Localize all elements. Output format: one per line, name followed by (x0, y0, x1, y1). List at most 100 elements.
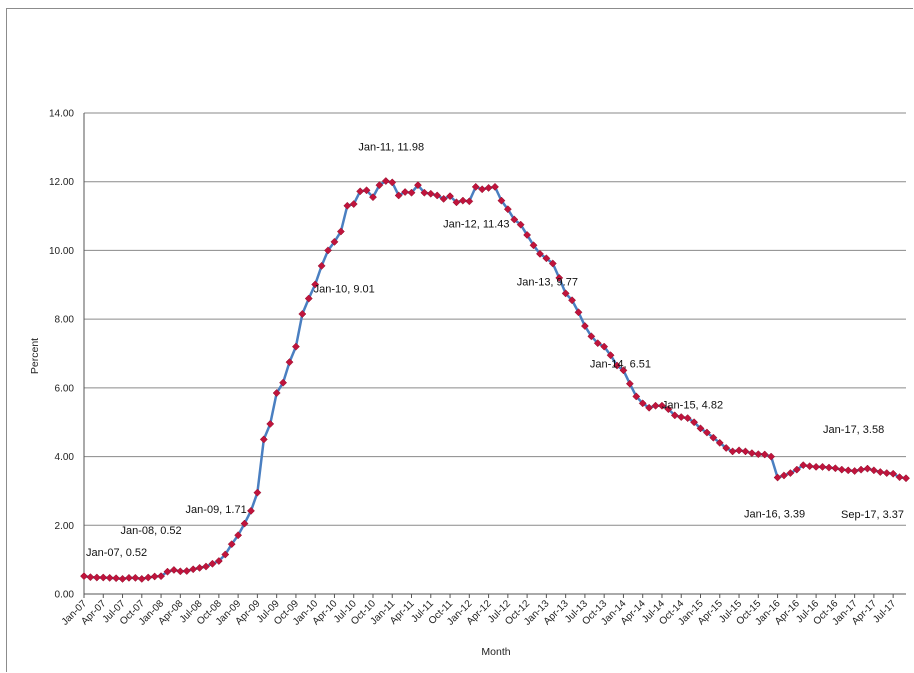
data-point (439, 194, 448, 203)
data-point (613, 361, 621, 370)
data-point (272, 389, 281, 397)
data-point (850, 467, 859, 475)
data-point (619, 366, 628, 375)
data-point (426, 189, 435, 198)
data-point (291, 342, 300, 351)
data-label: Jan-11, 11.98 (358, 141, 424, 153)
data-label: Jan-10, 9.01 (314, 283, 375, 295)
data-point (381, 177, 390, 185)
data-point (831, 464, 840, 473)
data-point (298, 310, 307, 318)
data-point (195, 563, 204, 572)
data-point (683, 414, 692, 423)
data-point (465, 197, 474, 206)
data-point (118, 574, 127, 583)
data-point (446, 192, 455, 201)
y-tick-label: 14.00 (49, 109, 74, 120)
x-tick-label: Jul-17 (871, 598, 898, 625)
data-point (189, 565, 198, 574)
y-tick-label: 0.00 (55, 590, 75, 601)
data-label: Jan-09, 1.71 (186, 504, 247, 516)
data-point (105, 573, 114, 582)
data-point (735, 446, 743, 455)
data-point (279, 378, 288, 387)
data-point (651, 401, 660, 410)
data-point (253, 488, 262, 497)
data-point (767, 452, 776, 461)
data-point (837, 465, 846, 474)
data-point (330, 237, 339, 246)
data-label: Jan-15, 4.82 (662, 399, 723, 411)
data-point (805, 462, 814, 471)
chart-frame (6, 8, 913, 672)
data-point (478, 185, 487, 194)
data-point (664, 405, 673, 414)
data-point (240, 519, 249, 528)
data-point (754, 450, 763, 459)
x-axis-title: Month (481, 646, 510, 658)
data-point (221, 550, 230, 559)
data-point (715, 438, 724, 447)
y-tick-label: 4.00 (55, 452, 75, 463)
data-point (144, 573, 153, 582)
data-point (780, 471, 788, 480)
y-tick-label: 10.00 (49, 246, 74, 257)
data-point (677, 413, 686, 422)
gridlines (84, 112, 906, 595)
data-point (202, 562, 210, 571)
data-point (709, 433, 718, 442)
data-point (388, 178, 397, 187)
data-label: Jan-17, 3.58 (823, 424, 884, 436)
y-tick-label: 6.00 (55, 383, 75, 394)
data-point (645, 403, 654, 412)
data-point (452, 198, 461, 207)
data-point (876, 468, 885, 476)
data-point (458, 196, 467, 205)
data-point (227, 540, 236, 549)
data-point (857, 465, 866, 474)
data-point (824, 463, 833, 472)
data-point (690, 418, 699, 427)
series-layer (80, 177, 910, 583)
data-point (92, 573, 101, 582)
data-point (625, 379, 634, 388)
data-point (433, 191, 442, 200)
data-point (747, 449, 756, 458)
data-label: Jan-07, 0.52 (86, 547, 147, 559)
data-point (112, 574, 121, 583)
data-point (670, 411, 679, 420)
data-point (369, 193, 377, 202)
data-point (208, 559, 217, 568)
data-point (413, 181, 422, 190)
data-point (593, 339, 602, 348)
data-point (869, 466, 878, 475)
data-point (889, 469, 898, 478)
y-tick-label: 12.00 (49, 177, 74, 188)
data-point (722, 444, 731, 452)
data-point (80, 572, 88, 581)
data-point (902, 474, 910, 483)
data-point (234, 531, 243, 540)
data-point (696, 424, 705, 433)
data-point (349, 200, 358, 208)
data-point (702, 428, 711, 437)
data-point (343, 201, 352, 210)
data-point (491, 182, 499, 191)
x-axis-ticks: Jan-07Apr-07Jul-07Oct-07Jan-08Apr-08Jul-… (60, 594, 899, 628)
data-point (792, 465, 801, 474)
data-point (497, 196, 506, 205)
data-point (658, 401, 666, 410)
data-point (863, 464, 872, 473)
data-point (259, 435, 268, 444)
data-point (587, 332, 596, 341)
data-point (157, 572, 166, 581)
data-label: Jan-08, 0.52 (120, 525, 181, 537)
data-point (555, 273, 564, 282)
data-point (247, 506, 255, 515)
data-point (600, 342, 609, 351)
data-point (182, 567, 191, 575)
data-point (516, 220, 525, 229)
data-point (760, 450, 769, 459)
data-point (510, 215, 519, 224)
